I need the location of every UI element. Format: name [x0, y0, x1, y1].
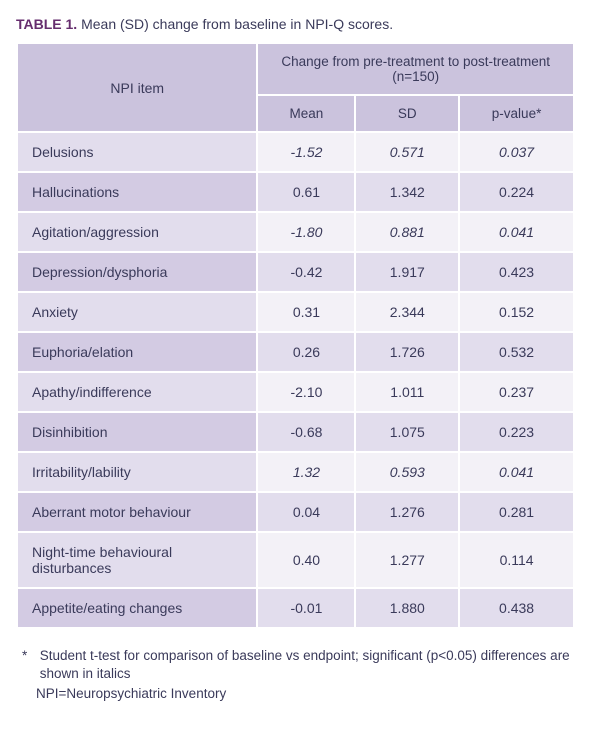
table-row: Hallucinations0.611.3420.224: [17, 172, 574, 212]
cell-sd: 1.075: [355, 412, 459, 452]
cell-sd: 2.344: [355, 292, 459, 332]
footnote-asterisk: *: [22, 647, 36, 665]
table-row: Night-time behavioural disturbances0.401…: [17, 532, 574, 588]
cell-mean: -1.80: [257, 212, 355, 252]
cell-mean: 0.40: [257, 532, 355, 588]
table-row: Delusions-1.520.5710.037: [17, 132, 574, 172]
cell-sd: 1.880: [355, 588, 459, 628]
cell-p: 0.037: [459, 132, 574, 172]
cell-item: Apathy/indifference: [17, 372, 257, 412]
footnote-abbr: NPI=Neuropsychiatric Inventory: [36, 685, 575, 703]
table-row: Apathy/indifference-2.101.0110.237: [17, 372, 574, 412]
table-caption-text: Mean (SD) change from baseline in NPI-Q …: [81, 16, 393, 32]
npi-table: NPI item Change from pre-treatment to po…: [16, 42, 575, 629]
table-row: Aberrant motor behaviour0.041.2760.281: [17, 492, 574, 532]
cell-sd: 0.571: [355, 132, 459, 172]
cell-mean: 0.61: [257, 172, 355, 212]
col-header-mean: Mean: [257, 95, 355, 132]
table-row: Disinhibition-0.681.0750.223: [17, 412, 574, 452]
cell-sd: 1.917: [355, 252, 459, 292]
col-header-npi-item: NPI item: [17, 43, 257, 132]
cell-mean: -0.01: [257, 588, 355, 628]
cell-p: 0.041: [459, 452, 574, 492]
table-caption: TABLE 1. Mean (SD) change from baseline …: [16, 16, 575, 32]
cell-sd: 1.276: [355, 492, 459, 532]
cell-mean: -0.68: [257, 412, 355, 452]
cell-mean: -1.52: [257, 132, 355, 172]
cell-p: 0.041: [459, 212, 574, 252]
cell-sd: 1.342: [355, 172, 459, 212]
cell-mean: 0.26: [257, 332, 355, 372]
table-row: Irritability/lability1.320.5930.041: [17, 452, 574, 492]
cell-sd: 1.726: [355, 332, 459, 372]
table-row: Depression/dysphoria-0.421.9170.423: [17, 252, 574, 292]
cell-sd: 0.881: [355, 212, 459, 252]
col-header-group: Change from pre-treatment to post-treatm…: [257, 43, 574, 95]
table-row: Anxiety0.312.3440.152: [17, 292, 574, 332]
table-row: Appetite/eating changes-0.011.8800.438: [17, 588, 574, 628]
col-header-sd: SD: [355, 95, 459, 132]
cell-mean: -2.10: [257, 372, 355, 412]
cell-item: Disinhibition: [17, 412, 257, 452]
cell-sd: 1.277: [355, 532, 459, 588]
footnote: * Student t-test for comparison of basel…: [16, 647, 575, 704]
cell-item: Irritability/lability: [17, 452, 257, 492]
cell-item: Aberrant motor behaviour: [17, 492, 257, 532]
cell-mean: 1.32: [257, 452, 355, 492]
cell-p: 0.237: [459, 372, 574, 412]
cell-item: Night-time behavioural disturbances: [17, 532, 257, 588]
cell-p: 0.114: [459, 532, 574, 588]
cell-p: 0.281: [459, 492, 574, 532]
cell-sd: 0.593: [355, 452, 459, 492]
cell-item: Agitation/aggression: [17, 212, 257, 252]
cell-mean: 0.04: [257, 492, 355, 532]
cell-item: Hallucinations: [17, 172, 257, 212]
cell-item: Delusions: [17, 132, 257, 172]
cell-p: 0.423: [459, 252, 574, 292]
cell-p: 0.532: [459, 332, 574, 372]
cell-p: 0.152: [459, 292, 574, 332]
cell-item: Depression/dysphoria: [17, 252, 257, 292]
col-header-pvalue: p-value*: [459, 95, 574, 132]
footnote-text: Student t-test for comparison of baselin…: [40, 647, 573, 683]
table-row: Agitation/aggression-1.800.8810.041: [17, 212, 574, 252]
table-body: Delusions-1.520.5710.037Hallucinations0.…: [17, 132, 574, 628]
cell-p: 0.224: [459, 172, 574, 212]
cell-item: Appetite/eating changes: [17, 588, 257, 628]
table-row: Euphoria/elation0.261.7260.532: [17, 332, 574, 372]
cell-mean: -0.42: [257, 252, 355, 292]
cell-item: Anxiety: [17, 292, 257, 332]
cell-sd: 1.011: [355, 372, 459, 412]
cell-mean: 0.31: [257, 292, 355, 332]
cell-item: Euphoria/elation: [17, 332, 257, 372]
cell-p: 0.438: [459, 588, 574, 628]
cell-p: 0.223: [459, 412, 574, 452]
table-label: TABLE 1.: [16, 16, 77, 32]
